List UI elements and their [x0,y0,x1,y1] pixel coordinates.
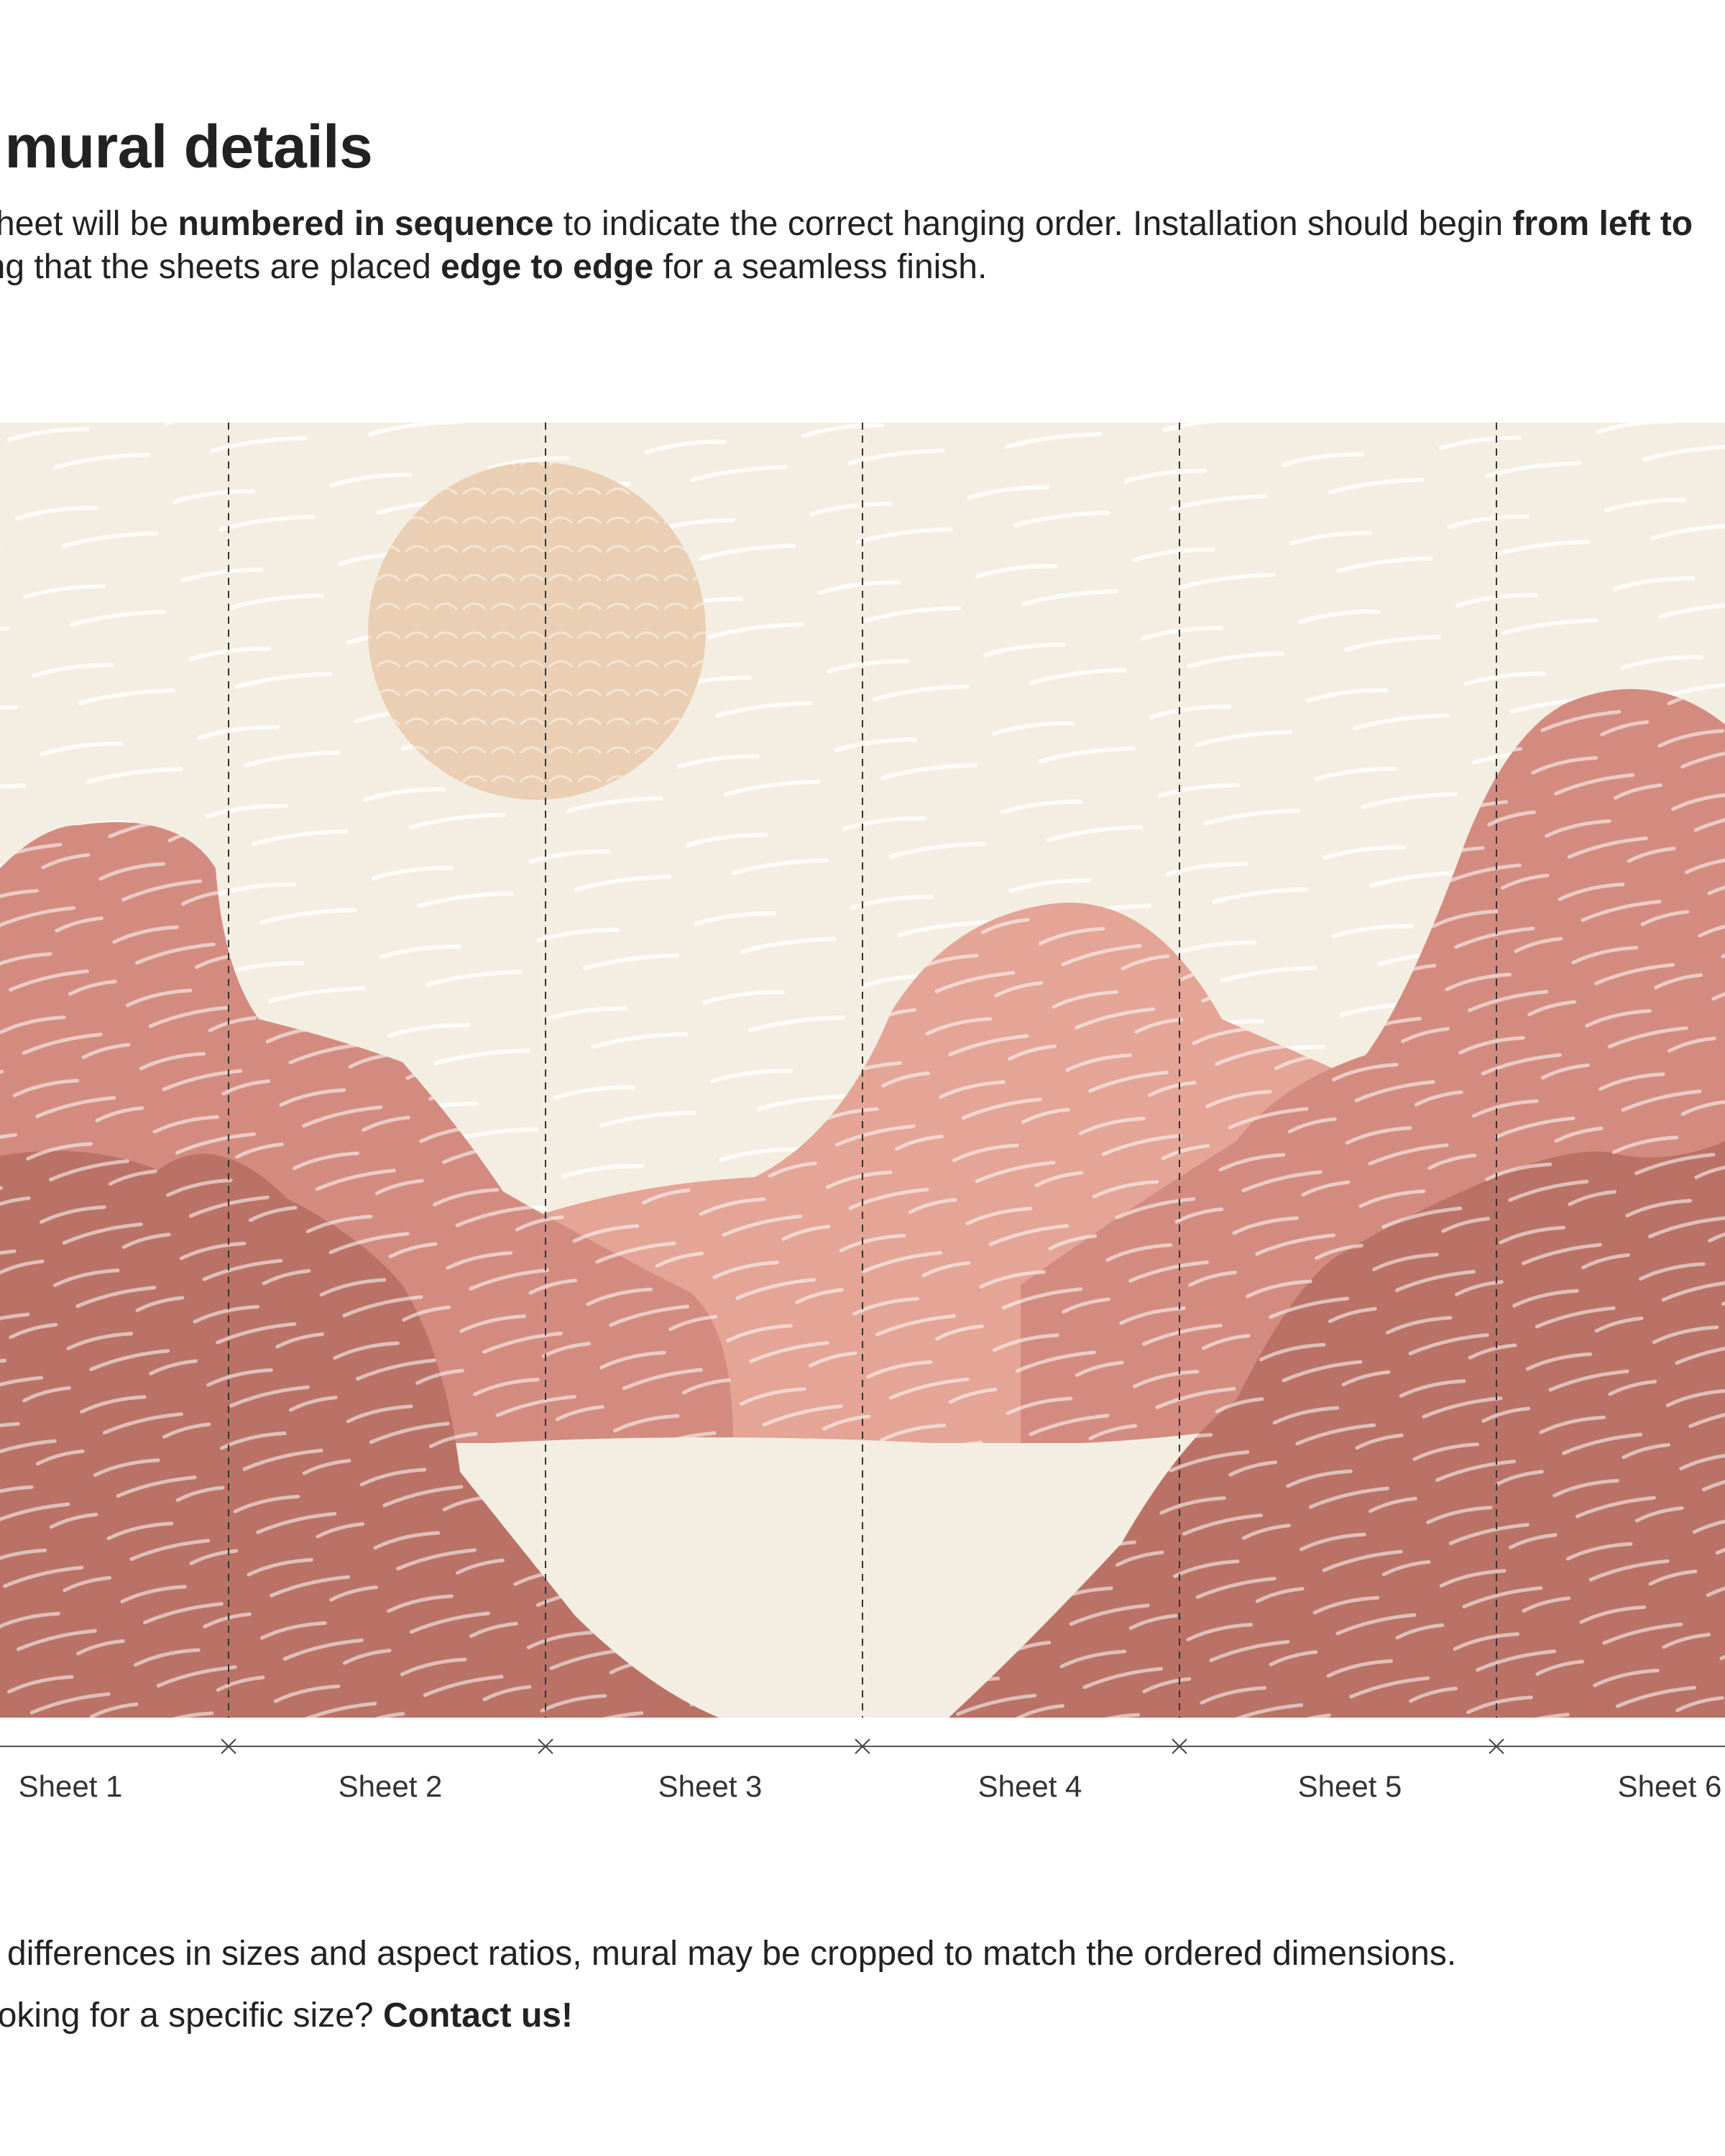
mountain-left-front-texture [0,1151,719,1718]
page-title: ll mural details [0,113,373,180]
scale-tick-x-icon [855,1738,870,1754]
mural-preview [0,423,1725,1718]
scale-tick-x-icon [1489,1738,1504,1754]
sun-texture [368,462,706,800]
scale-ticks [221,1738,1504,1754]
instructions-line-2: ing that the sheets are placed edge to e… [0,248,988,286]
sheet-label-4: Sheet 4 [978,1769,1082,1803]
emphasis-edge: edge to edge [441,248,654,286]
crop-note: o differences in sizes and aspect ratios… [0,1935,1457,1973]
contact-us-link[interactable]: Contact us! [382,1996,573,2035]
emphasis-direction: from left to [1512,205,1693,243]
scale-tick-x-icon [221,1738,236,1754]
installation-instructions: sheet will be numbered in sequence to in… [0,203,1725,289]
sheet-scale [0,1738,1725,1754]
sheet-label-2: Sheet 2 [338,1769,443,1803]
sheet-label-3: Sheet 3 [658,1769,763,1803]
emphasis-numbered: numbered in sequence [178,205,554,243]
scale-tick-x-icon [538,1738,553,1754]
scale-tick-x-icon [1172,1738,1187,1754]
sheet-label-5: Sheet 5 [1297,1769,1402,1803]
sheet-label-1: Sheet 1 [18,1769,123,1803]
mountain-right-front-texture [949,1141,1725,1718]
sheet-label-6: Sheet 6 [1617,1769,1722,1803]
contact-note: ooking for a specific size? Contact us! [0,1996,573,2035]
instructions-line-1: sheet will be numbered in sequence to in… [0,205,1693,243]
sheet-dividers [228,423,1497,1718]
